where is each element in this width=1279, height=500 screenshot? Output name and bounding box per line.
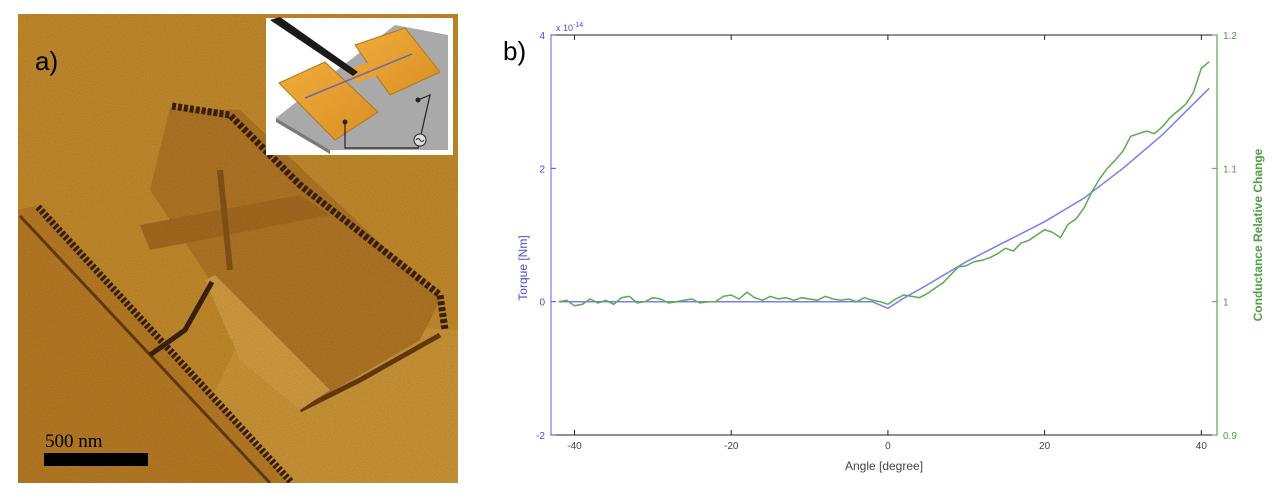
- afm-scan-line: [217, 169, 233, 271]
- x-axis-title: Angle [degree]: [845, 459, 923, 473]
- afm-gap-edge: [148, 280, 215, 358]
- right-y-tick-label: 1: [1223, 298, 1229, 309]
- inset-electrode-right: [354, 27, 441, 96]
- left-y-tick-label: 4: [539, 31, 545, 42]
- plot-frame: [550, 34, 1218, 436]
- afm-electrode-left-edge-outer: [18, 214, 272, 483]
- right-y-tick-label: 1.1: [1223, 164, 1237, 175]
- inset-wire: [304, 53, 413, 99]
- right-y-tick-label: 1.2: [1223, 31, 1237, 42]
- x-tick-label: 20: [1039, 441, 1051, 452]
- torque-series-line: [558, 87, 1210, 310]
- afm-electrode-left: [18, 205, 290, 483]
- left-y-axis-title: Torque [Nm]: [516, 235, 530, 300]
- left-y-tick-label: -2: [536, 431, 545, 442]
- afm-image-panel: a) 500 nm: [18, 14, 458, 483]
- exponent-label: x 10-14: [556, 22, 583, 33]
- scale-bar-label: 500 nm: [45, 431, 103, 452]
- x-tick-label: -40: [567, 441, 582, 452]
- inset-circuit: [344, 93, 431, 149]
- x-tick-label: 0: [885, 441, 891, 452]
- device-schematic-inset: [266, 17, 453, 155]
- afm-electrode-upper-edge: [171, 102, 449, 331]
- conductance-series-line: [558, 61, 1210, 307]
- inset-afm-tip: [270, 17, 358, 76]
- left-y-tick-label: 2: [539, 164, 545, 175]
- left-y-tick-label: 0: [539, 298, 545, 309]
- afm-electrode-upper-lower-edge: [298, 332, 442, 413]
- panel-a-label: a): [35, 46, 58, 76]
- afm-wire: [140, 195, 330, 250]
- inset-electrode-left: [278, 61, 379, 141]
- left-y-axis-ticks: -2 0 2 4: [536, 31, 556, 442]
- right-y-tick-label: 0.9: [1223, 431, 1237, 442]
- x-tick-label: -20: [724, 441, 739, 452]
- x-axis-ticks: -40 -20 0 20 40: [567, 35, 1207, 452]
- scale-bar: [44, 453, 148, 466]
- right-y-axis-title: Conductance Relative Change: [1251, 148, 1265, 321]
- x-tick-label: 40: [1196, 441, 1208, 452]
- right-y-axis-ticks: 0.9 1 1.1 1.2: [1212, 31, 1237, 442]
- afm-gap: [205, 275, 330, 410]
- panel-b-label: b): [503, 36, 526, 66]
